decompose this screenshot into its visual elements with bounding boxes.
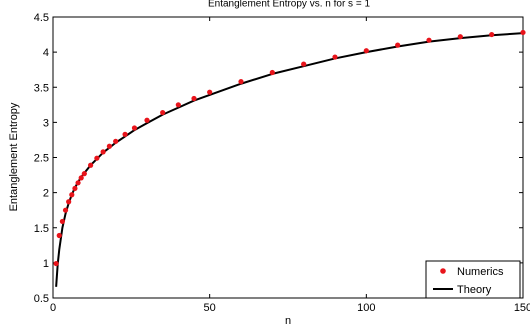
data-point-numerics [457, 34, 463, 40]
legend-box [425, 260, 521, 299]
data-point-numerics [75, 180, 81, 186]
y-tick-label: 0.5 [34, 293, 49, 305]
data-point-numerics [53, 260, 59, 267]
data-point-numerics [94, 155, 100, 161]
y-tick-label: 4.5 [34, 12, 49, 24]
legend-numerics-label: Numerics [457, 266, 504, 278]
x-tick-label: 50 [204, 302, 216, 314]
y-tick-label: 2.5 [34, 153, 49, 165]
data-point-numerics [66, 199, 72, 205]
x-axis-label: n [285, 315, 291, 327]
data-point-numerics [332, 54, 338, 60]
data-point-numerics [59, 218, 65, 225]
x-tick-label: 100 [357, 302, 375, 314]
legend-numerics-marker [440, 268, 446, 274]
data-point-numerics [88, 162, 94, 168]
y-tick-label: 2 [43, 188, 49, 200]
data-point-numerics [191, 95, 197, 102]
data-point-numerics [395, 42, 401, 48]
y-axis-label: Entanglement Entropy [8, 102, 20, 211]
plot-area [53, 29, 526, 287]
data-point-numerics [207, 89, 213, 95]
data-point-numerics [269, 69, 275, 76]
data-point-numerics [131, 125, 138, 131]
axis-ticks: 0 50 100 150 0.5 1 1.5 2 2.5 3 3.5 4 4.5 [34, 12, 530, 314]
x-tick-label: 150 [514, 302, 530, 314]
data-point-numerics [160, 109, 166, 116]
data-point-numerics [113, 138, 119, 144]
data-point-numerics [520, 29, 526, 36]
data-point-numerics [238, 79, 244, 85]
data-point-numerics [122, 131, 128, 137]
data-point-numerics [56, 232, 62, 239]
data-point-numerics [363, 48, 369, 54]
data-point-numerics [144, 117, 150, 123]
data-point-numerics [78, 175, 84, 181]
y-tick-label: 4 [43, 47, 49, 59]
data-point-numerics [175, 102, 181, 108]
data-point-numerics [100, 149, 106, 155]
data-point-numerics [489, 31, 495, 38]
chart-title: Entanglement Entropy vs. n for s = 1 [208, 0, 370, 10]
y-tick-label: 3 [43, 117, 49, 129]
data-point-numerics [62, 207, 69, 213]
y-tick-label: 1 [43, 258, 49, 270]
x-tick-label: 0 [50, 302, 56, 314]
data-point-numerics [426, 37, 432, 43]
data-point-numerics [301, 61, 307, 67]
data-point-numerics [81, 171, 87, 177]
legend-theory-label: Theory [457, 284, 492, 296]
data-point-numerics [72, 185, 78, 192]
y-tick-label: 1.5 [34, 223, 49, 235]
y-tick-label: 3.5 [34, 82, 49, 94]
plot-frame [52, 16, 524, 299]
data-point-numerics [106, 143, 112, 149]
data-point-numerics [69, 192, 75, 198]
legend: Numerics Theory [425, 260, 521, 299]
